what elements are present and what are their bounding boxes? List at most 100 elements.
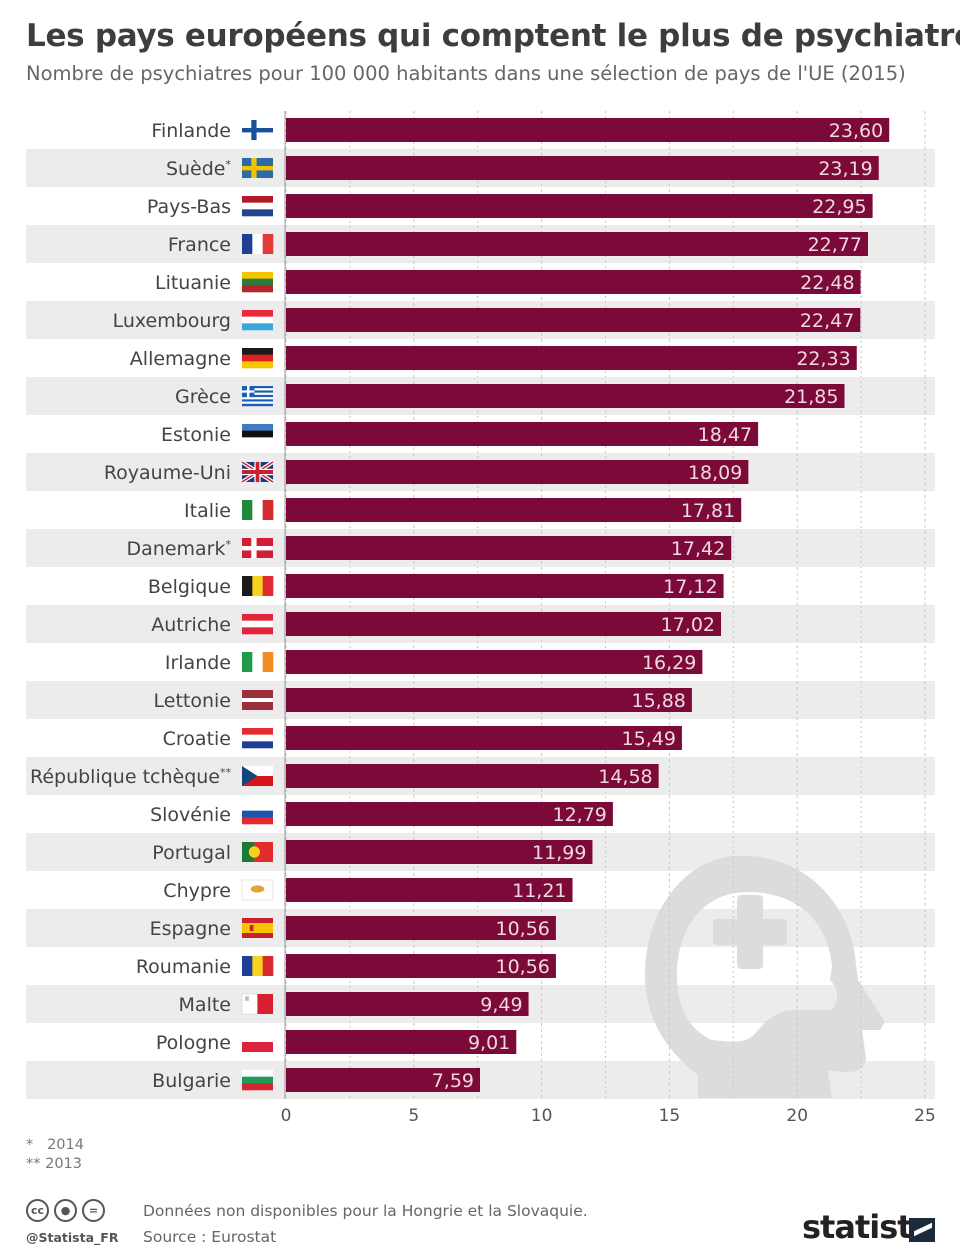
bar (286, 574, 724, 598)
category-label: Pologne (156, 1032, 231, 1054)
bar (286, 536, 732, 560)
bar (286, 954, 556, 978)
bar (286, 802, 613, 826)
italy-flag (242, 500, 274, 520)
attribution-icon: ● (54, 1199, 77, 1222)
category-label: Chypre (163, 880, 231, 902)
value-label: 21,85 (784, 386, 838, 408)
x-tick-label: 5 (408, 1106, 419, 1126)
value-label: 17,42 (671, 538, 725, 560)
value-label: 14,58 (598, 766, 652, 788)
footnote-2013: ** 2013 (26, 1156, 83, 1172)
value-label: 10,56 (496, 956, 550, 978)
finland-flag (242, 120, 273, 140)
portugal-flag (242, 842, 273, 862)
value-label: 17,81 (681, 500, 735, 522)
x-tick-label: 0 (281, 1106, 292, 1126)
bulgaria-flag (242, 1070, 273, 1091)
category-label: Italie (184, 500, 231, 522)
latvia-flag (242, 690, 273, 710)
category-label: Suède* (166, 158, 232, 180)
bar (286, 1068, 481, 1092)
value-label: 17,12 (663, 576, 717, 598)
x-tick-label: 20 (786, 1106, 808, 1126)
value-label: 23,19 (818, 158, 872, 180)
bar (286, 878, 573, 902)
value-label: 18,47 (698, 424, 752, 446)
category-label: Allemagne (130, 348, 231, 370)
bar (286, 726, 682, 750)
license-icons: cc ● = (26, 1199, 105, 1222)
denmark-flag (242, 538, 273, 558)
value-label: 12,79 (553, 804, 607, 826)
value-label: 22,48 (800, 272, 854, 294)
bar (286, 840, 593, 864)
value-label: 11,21 (512, 880, 566, 902)
category-label: République tchèque** (30, 766, 232, 788)
category-label: Grèce (175, 386, 231, 408)
austria-flag (242, 614, 273, 635)
category-label: Croatie (163, 728, 231, 750)
category-label: Portugal (152, 842, 231, 864)
category-label: Roumanie (136, 956, 231, 978)
value-label: 22,95 (812, 196, 866, 218)
category-label: Slovénie (150, 804, 231, 826)
category-label: Bulgarie (152, 1070, 231, 1092)
value-label: 15,49 (622, 728, 676, 750)
value-label: 22,77 (808, 234, 862, 256)
category-label: Pays-Bas (147, 196, 231, 218)
croatia-flag (242, 728, 273, 749)
value-label: 15,88 (631, 690, 685, 712)
luxembourg-flag (242, 310, 273, 331)
category-label: France (168, 234, 231, 256)
chart-title: Les pays européens qui comptent le plus … (26, 18, 960, 54)
value-label: 16,29 (642, 652, 696, 674)
bar (286, 992, 529, 1016)
bar (286, 118, 890, 142)
footnote-2014: * 2014 (26, 1137, 84, 1153)
value-label: 9,01 (468, 1032, 510, 1054)
category-label: Danemark* (127, 538, 232, 560)
category-label: Luxembourg (113, 310, 231, 332)
category-label: Estonie (161, 424, 231, 446)
value-label: 18,09 (688, 462, 742, 484)
category-label: Finlande (151, 120, 231, 142)
head-medical-cross-icon (645, 855, 885, 1098)
category-label: Lettonie (154, 690, 231, 712)
netherlands-flag (242, 196, 273, 217)
poland-flag (242, 1032, 273, 1052)
bar (286, 156, 879, 180)
ireland-flag (242, 652, 274, 672)
bar (286, 194, 873, 218)
value-label: 22,33 (796, 348, 850, 370)
bar-chart: 0 5 10 15 20 25 Finlande 23,60 Suède* 23,19 Pays-B… (26, 111, 936, 1126)
spain-flag (242, 918, 273, 938)
belgium-flag (242, 576, 274, 596)
x-tick-label: 10 (531, 1106, 553, 1126)
category-label: Irlande (165, 652, 231, 674)
source-text: Source : Eurostat (143, 1228, 277, 1246)
data-note: Données non disponibles pour la Hongrie … (143, 1202, 588, 1220)
bar (286, 232, 869, 256)
value-label: 11,99 (532, 842, 586, 864)
sweden-flag (242, 158, 273, 178)
czech-flag (242, 766, 273, 786)
category-label: Autriche (151, 614, 231, 636)
cyprus-flag (241, 879, 274, 901)
bar (286, 460, 749, 484)
uk-flag (240, 460, 275, 484)
bar (286, 346, 857, 370)
france-flag (242, 234, 274, 254)
chart-subtitle: Nombre de psychiatres pour 100 000 habit… (26, 62, 906, 85)
twitter-handle: @Statista_FR (26, 1230, 119, 1245)
value-label: 10,56 (496, 918, 550, 940)
romania-flag (242, 956, 274, 976)
x-tick-label: 25 (914, 1106, 936, 1126)
bar (286, 270, 861, 294)
bar (286, 916, 556, 940)
malta-flag (241, 993, 273, 1015)
value-label: 9,49 (480, 994, 522, 1016)
estonia-flag (242, 424, 273, 445)
cc-icon: cc (26, 1199, 49, 1222)
bar (286, 384, 845, 408)
